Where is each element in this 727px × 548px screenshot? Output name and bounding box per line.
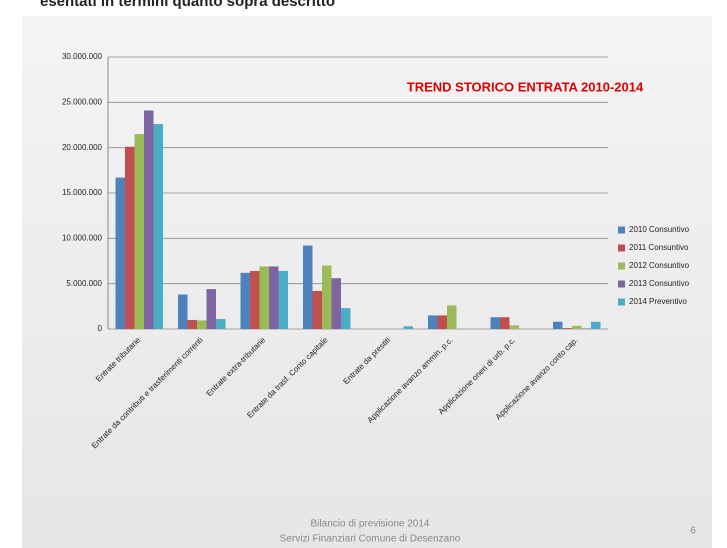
- footer-line: Servizi Finanziari Comune di Desenzano: [280, 534, 461, 545]
- bar: [187, 319, 197, 329]
- legend-swatch: [618, 298, 625, 306]
- bar: [259, 266, 269, 329]
- legend-label: 2013 Consuntivo: [629, 279, 690, 288]
- bar: [509, 325, 519, 329]
- bar: [153, 124, 163, 330]
- y-tick-label: 15.000.000: [62, 188, 103, 197]
- bar: [322, 265, 332, 329]
- bar: [562, 328, 572, 329]
- bar: [278, 270, 288, 329]
- bar: [572, 325, 582, 329]
- bar: [178, 294, 188, 329]
- bar: [240, 272, 250, 329]
- top-text: esentati in termini quanto sopra descrit…: [40, 0, 335, 10]
- legend-label: 2011 Consuntivo: [629, 243, 689, 252]
- y-tick-label: 25.000.000: [62, 97, 103, 106]
- bar: [115, 177, 125, 329]
- legend-swatch: [618, 226, 625, 234]
- legend-swatch: [618, 280, 625, 288]
- y-tick-label: 0: [98, 324, 103, 333]
- bar: [553, 321, 563, 329]
- bar: [341, 308, 351, 329]
- bar: [134, 134, 144, 329]
- y-tick-label: 10.000.000: [62, 233, 103, 242]
- bar: [437, 315, 447, 329]
- bar: [303, 245, 313, 329]
- bar: [206, 289, 216, 329]
- bar: [331, 278, 341, 329]
- chart-title: TREND STORICO ENTRATA 2010-2014: [407, 79, 644, 94]
- page-number: 6: [690, 526, 696, 537]
- legend-label: 2010 Consuntivo: [629, 225, 690, 234]
- bar: [447, 305, 457, 329]
- legend-swatch: [618, 262, 625, 270]
- bar: [269, 266, 279, 329]
- legend-label: 2012 Consuntivo: [629, 261, 690, 270]
- bar: [197, 320, 207, 329]
- bar: [500, 317, 510, 329]
- y-tick-label: 20.000.000: [62, 143, 103, 152]
- bar: [591, 321, 601, 329]
- legend-label: 2014 Preventivo: [629, 297, 687, 306]
- bar: [312, 290, 322, 329]
- y-tick-label: 5.000.000: [66, 279, 102, 288]
- y-tick-label: 30.000.000: [62, 52, 103, 61]
- legend-swatch: [618, 244, 625, 252]
- bar: [490, 317, 500, 329]
- bar: [428, 315, 438, 329]
- bar: [250, 270, 260, 329]
- bar: [144, 110, 154, 329]
- bar: [403, 326, 413, 329]
- bar: [125, 146, 135, 329]
- footer-line: Bilancio di previsione 2014: [311, 519, 430, 530]
- bar: [216, 319, 226, 329]
